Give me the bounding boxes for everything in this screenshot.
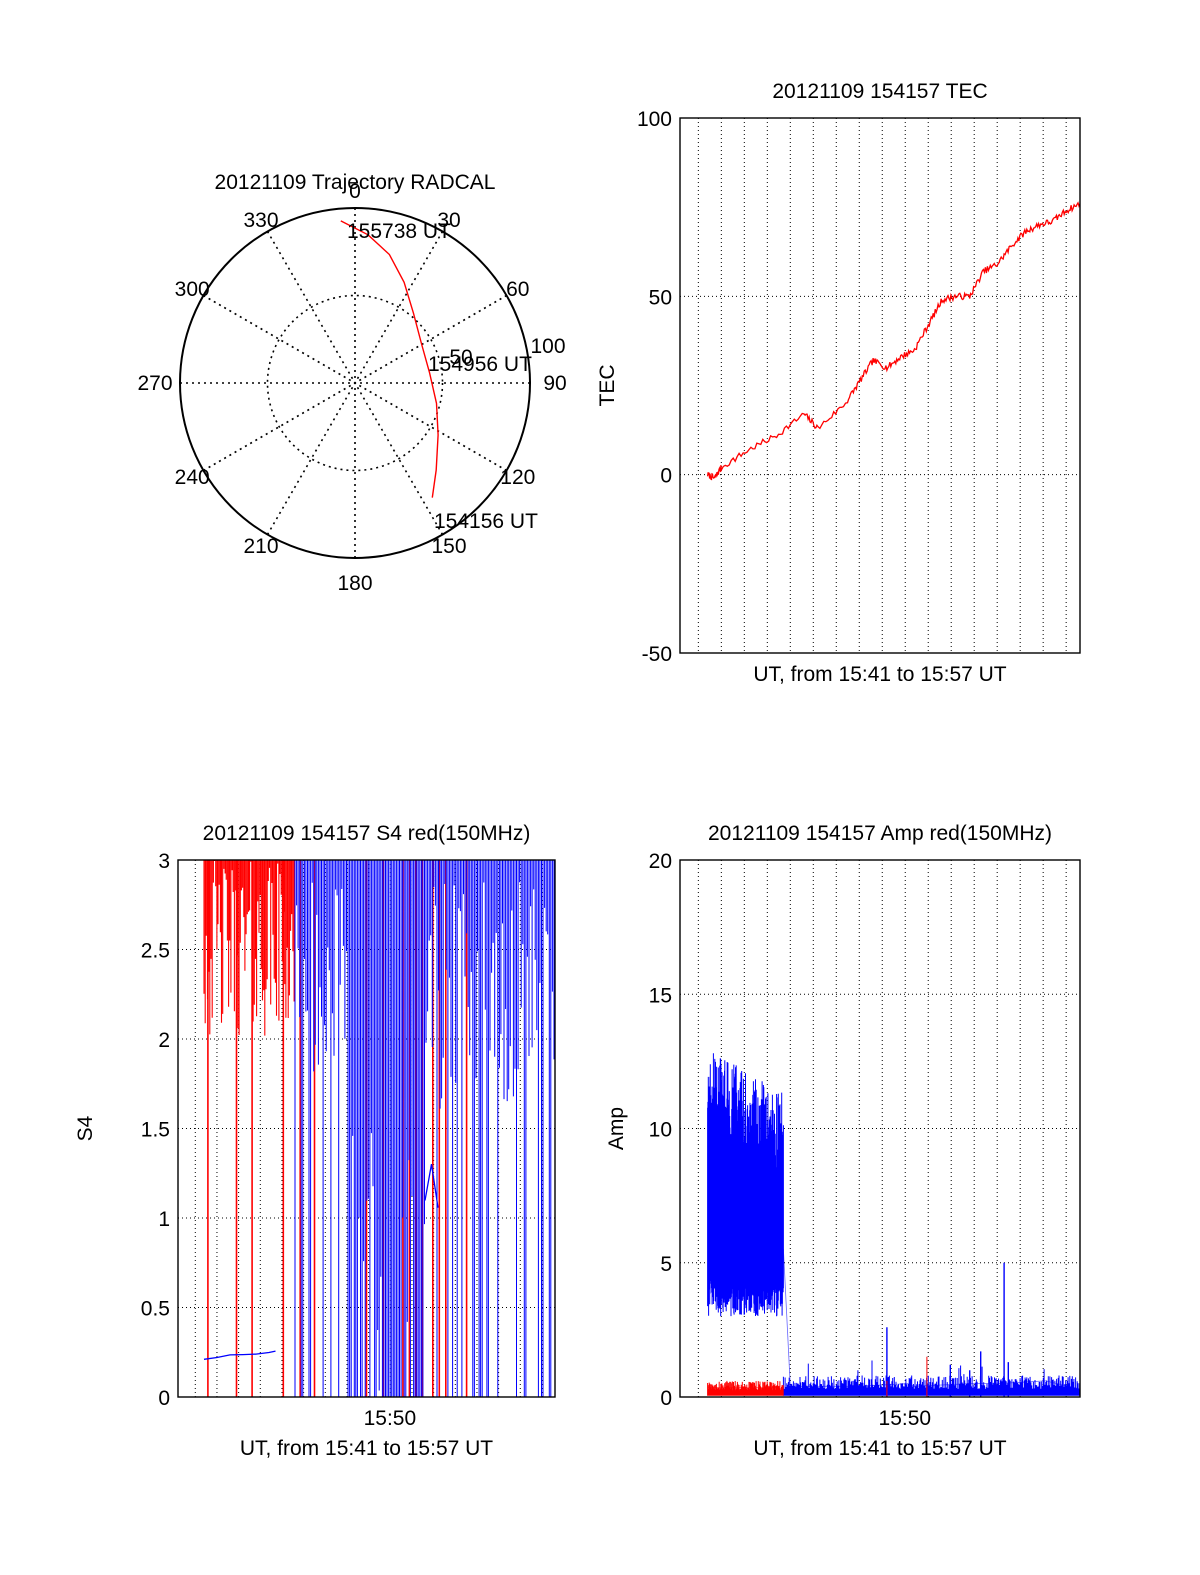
tec-line: [706, 201, 1080, 481]
trajectory-line: [340, 220, 439, 498]
y-axis-label: TEC: [596, 365, 619, 407]
chart-title: 20121109 154157 TEC: [772, 80, 987, 103]
polar-grid-circle: [266, 294, 444, 472]
x-axis-label: UT, from 15:41 to 15:57 UT: [240, 1437, 493, 1460]
y-tick-label: 0: [158, 1387, 170, 1410]
y-tick-label: 0: [660, 465, 672, 488]
s4-blue-spikes: [294, 860, 555, 1397]
x-tick-label: 15:50: [879, 1407, 932, 1430]
azimuth-label: 60: [506, 278, 529, 301]
y-tick-label: 0: [660, 1387, 672, 1410]
x-axis-label: UT, from 15:41 to 15:57 UT: [753, 1437, 1006, 1460]
y-tick-label: 20: [649, 850, 672, 873]
azimuth-label: 270: [137, 372, 172, 395]
annotation-start-time: 154156 UT: [434, 510, 538, 533]
amp-blue-block: [707, 1053, 784, 1317]
azimuth-label: 150: [431, 535, 466, 558]
azimuth-label: 240: [175, 466, 210, 489]
y-tick-label: 0.5: [141, 1298, 170, 1321]
amp-red-noise: [707, 1356, 928, 1397]
chart-title: 20121109 Trajectory RADCAL: [215, 171, 496, 194]
azimuth-label: 300: [175, 278, 210, 301]
y-tick-label: 15: [649, 984, 672, 1007]
y-tick-label: 1: [158, 1208, 170, 1231]
annotation-end-time: 155738 UT: [347, 220, 451, 243]
plot-frame: [679, 117, 1081, 654]
y-tick-label: 3: [158, 850, 170, 873]
y-axis-label: S4: [74, 1115, 97, 1141]
amp-blue-noise: [782, 1360, 1080, 1396]
plot-data: [706, 201, 1080, 481]
polar-plot: [179, 207, 531, 559]
y-tick-label: 10: [649, 1119, 672, 1142]
radial-label: 100: [530, 335, 565, 358]
azimuth-label: 0: [349, 180, 361, 203]
y-tick-label: 100: [637, 108, 672, 131]
y-tick-label: 2.5: [141, 940, 170, 963]
plot-data: [203, 860, 555, 1397]
s4-series-line: [424, 1163, 439, 1208]
y-tick-label: 5: [660, 1253, 672, 1276]
plot-frame: [679, 859, 1081, 1398]
plot-panel: [679, 859, 1081, 1398]
y-tick-label: 50: [649, 286, 672, 309]
polar-spoke: [266, 231, 444, 535]
y-axis-label: Amp: [605, 1107, 628, 1150]
y-tick-label: 1.5: [141, 1119, 170, 1142]
plot-panel: [177, 859, 556, 1398]
plot-data: [707, 1053, 1080, 1397]
azimuth-label: 90: [543, 372, 566, 395]
annotation-mid-time: 154956 UT: [428, 353, 532, 376]
y-tick-label: 2: [158, 1029, 170, 1052]
plot-frame: [177, 859, 556, 1398]
azimuth-label: 180: [337, 572, 372, 595]
polar-outer-circle: [179, 207, 531, 559]
s4-series-line: [203, 1350, 276, 1360]
x-axis-label: UT, from 15:41 to 15:57 UT: [753, 663, 1006, 686]
azimuth-label: 30: [437, 209, 460, 232]
chart-title: 20121109 154157 Amp red(150MHz): [708, 822, 1052, 845]
azimuth-label: 120: [500, 466, 535, 489]
azimuth-label: 210: [243, 535, 278, 558]
chart-title: 20121109 154157 S4 red(150MHz): [203, 822, 531, 845]
y-tick-label: -50: [642, 643, 672, 666]
amp-series-line: [707, 1387, 784, 1390]
amp-series-line: [707, 1195, 1080, 1390]
radial-label: 50: [449, 346, 472, 369]
plot-panel: [679, 117, 1081, 654]
s4-red-dense: [203, 860, 295, 1036]
x-tick-label: 15:50: [364, 1407, 417, 1430]
azimuth-label: 330: [243, 209, 278, 232]
